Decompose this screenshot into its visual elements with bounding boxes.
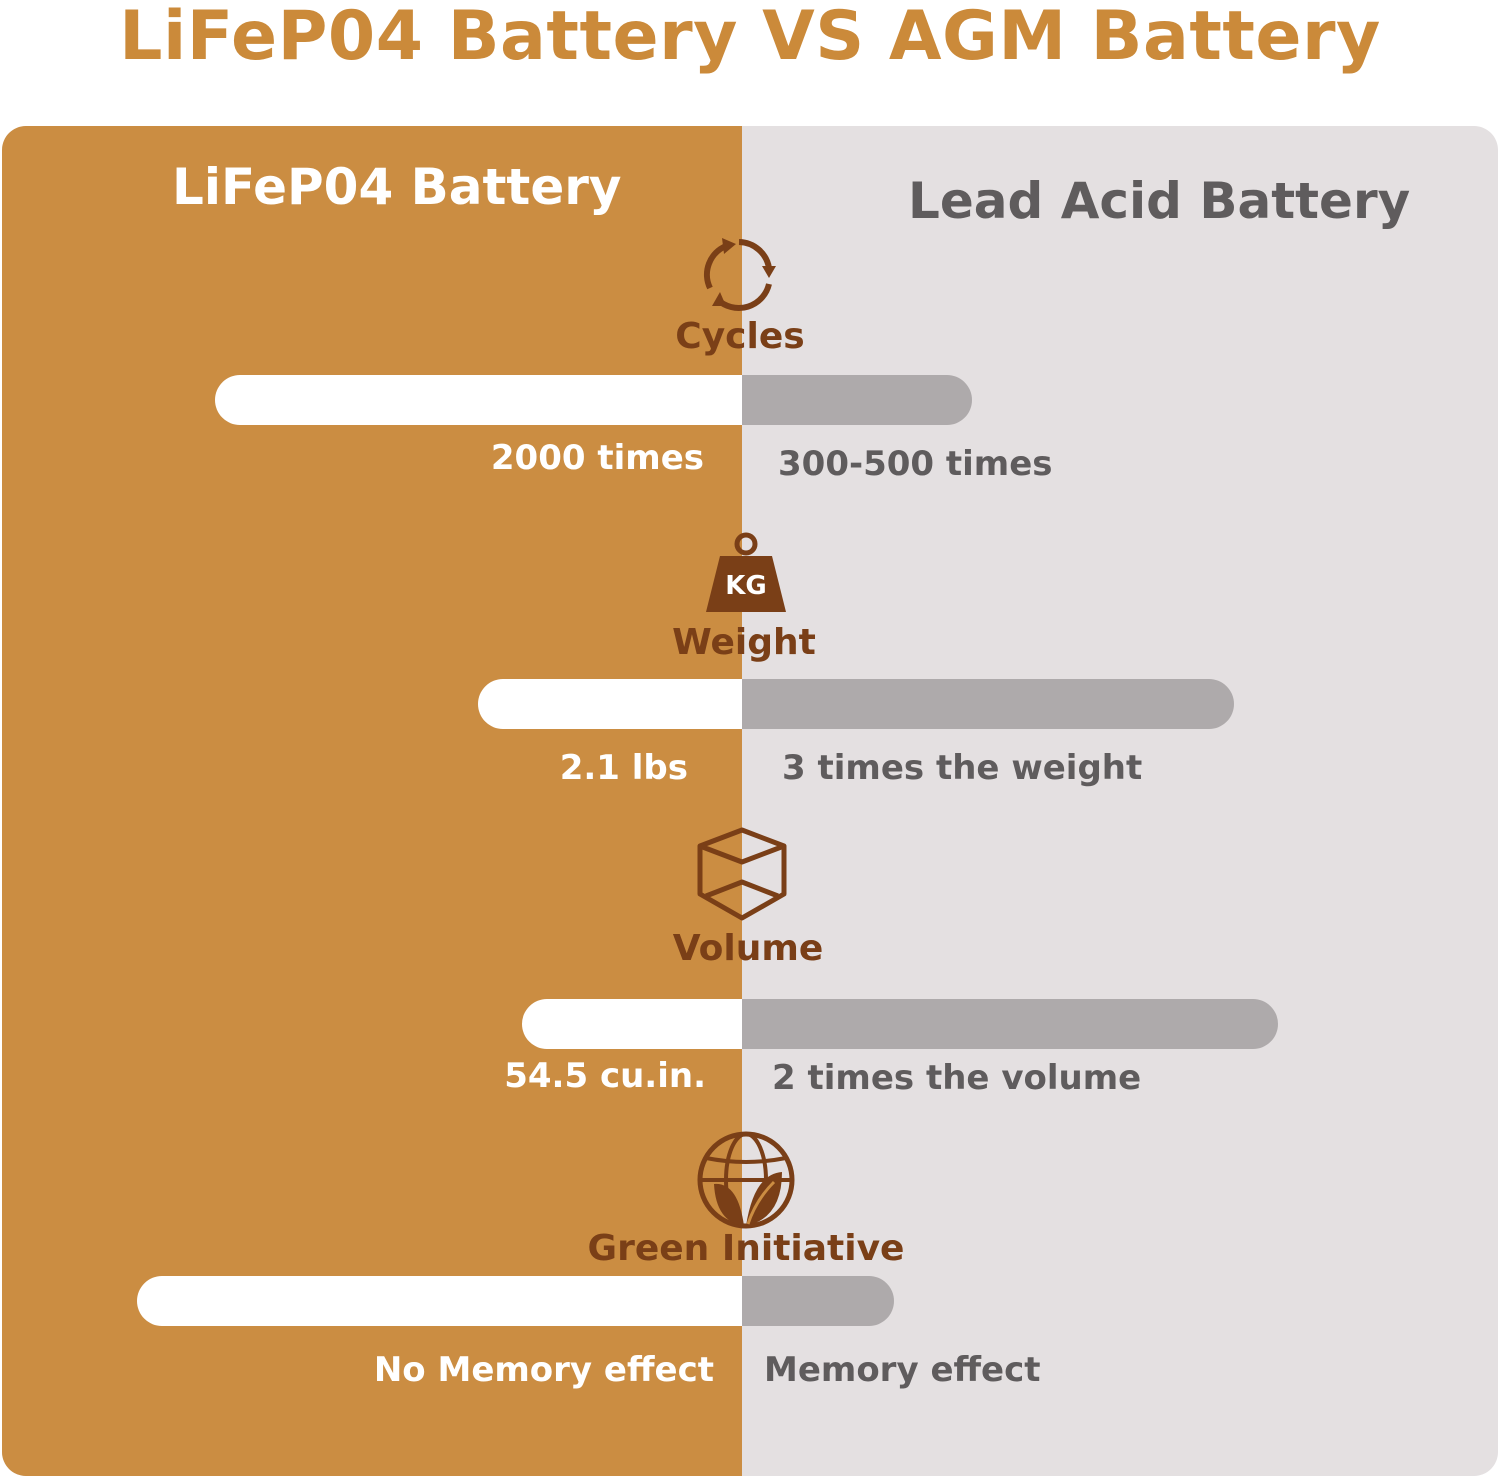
lead-acid-weight-value: 3 times the weight [782, 748, 1143, 788]
lifepo4-volume-value: 54.5 cu.in. [504, 1056, 706, 1096]
lifepo4-column-background [2, 126, 742, 1476]
lead-acid-green-value: Memory effect [764, 1350, 1041, 1390]
lifepo4-weight-value: 2.1 lbs [559, 748, 688, 788]
metric-label-weight: Weight [672, 622, 816, 663]
lead-acid-cycles-value: 300-500 times [778, 444, 1053, 484]
lead-acid-column-title: Lead Acid Battery [908, 172, 1411, 230]
page-title: LiFeP04 Battery VS AGM Battery [119, 0, 1381, 76]
cycle-arrows-icon [703, 238, 776, 312]
metric-label-green-initiative: Green Initiative [587, 1228, 905, 1269]
lead-acid-volume-bar [742, 999, 1278, 1049]
lifepo4-green-value: No Memory effect [373, 1350, 714, 1390]
kg-icon-text: KG [725, 571, 767, 601]
lead-acid-green-bar [742, 1276, 894, 1326]
kg-weight-icon: KG [706, 532, 786, 612]
lead-acid-volume-value: 2 times the volume [772, 1058, 1142, 1098]
lifepo4-weight-bar [478, 679, 742, 729]
lifepo4-column-title: LiFeP04 Battery [172, 158, 622, 216]
cube-icon [697, 827, 787, 921]
lead-acid-weight-bar [742, 679, 1234, 729]
lifepo4-cycles-bar [215, 375, 742, 425]
metric-label-cycles: Cycles [675, 316, 805, 357]
globe-leaf-icon [697, 1131, 795, 1229]
metric-label-volume: Volume [672, 928, 824, 969]
lead-acid-cycles-bar [742, 375, 972, 425]
lifepo4-cycles-value: 2000 times [490, 438, 704, 478]
lifepo4-volume-bar [522, 999, 742, 1049]
lifepo4-green-bar [137, 1276, 742, 1326]
comparison-panel: LiFeP04 Battery Lead Acid Battery Cycles… [2, 126, 1498, 1476]
